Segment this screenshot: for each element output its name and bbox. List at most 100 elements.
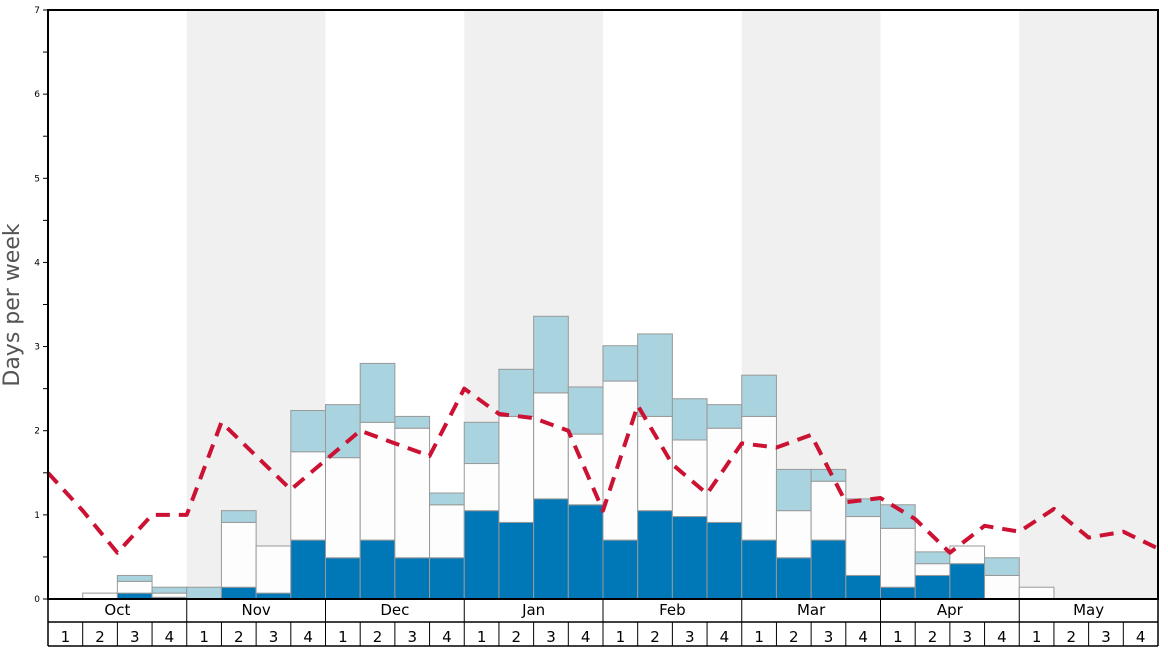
bar-middle-week-19 <box>671 439 708 518</box>
y-tick-label: 2 <box>34 427 40 437</box>
week-label: 2 <box>95 628 105 646</box>
bar-middle-week-6 <box>220 521 257 588</box>
bar-top-week-22 <box>775 468 812 512</box>
bar-bottom-week-13 <box>463 510 500 600</box>
week-label: 3 <box>1101 628 1111 646</box>
average-line <box>46 386 1159 555</box>
y-tick-label: 4 <box>34 258 40 268</box>
y-axis-label: Days per week <box>0 223 25 386</box>
bar-bottom-week-26 <box>914 574 951 600</box>
plot-frame <box>47 9 1159 600</box>
bar-middle-week-9 <box>325 457 361 559</box>
week-label: 1 <box>477 628 487 646</box>
week-label: 4 <box>1136 628 1146 646</box>
bar-middle-week-20 <box>706 427 743 523</box>
bar-bottom-week-10 <box>359 539 396 600</box>
y-axis: 0 1 2 3 4 5 6 7 <box>34 6 48 605</box>
y-tick-label: 7 <box>34 6 40 16</box>
week-label: 3 <box>546 628 556 646</box>
bar-bottom-week-23 <box>810 539 847 600</box>
week-label: 4 <box>303 628 313 646</box>
week-label: 1 <box>616 628 626 646</box>
week-label: 4 <box>858 628 868 646</box>
week-label: 2 <box>789 628 799 646</box>
bar-bottom-week-18 <box>637 510 673 600</box>
bar-bottom-week-25 <box>880 586 916 600</box>
bar-top-week-8 <box>290 410 326 453</box>
bar-top-week-6 <box>220 510 257 523</box>
month-label-may: May <box>1073 601 1104 619</box>
week-label: 4 <box>997 628 1007 646</box>
bar-bottom-week-27 <box>949 563 986 600</box>
bar-top-week-14 <box>498 368 535 417</box>
week-label: 3 <box>130 628 140 646</box>
bar-middle-week-3 <box>116 580 153 594</box>
week-label: 2 <box>928 628 938 646</box>
bar-middle-week-29 <box>1018 586 1055 600</box>
bar-top-week-12 <box>429 492 465 506</box>
bar-top-week-11 <box>394 415 431 429</box>
week-label: 2 <box>512 628 522 646</box>
week-label: 1 <box>754 628 764 646</box>
week-label: 2 <box>234 628 244 646</box>
week-label: 3 <box>269 628 279 646</box>
month-label-jan: Jan <box>521 601 545 619</box>
bar-middle-week-18 <box>637 415 673 512</box>
bar-bottom-week-12 <box>429 557 465 600</box>
bar-middle-week-13 <box>463 463 500 512</box>
bar-middle-week-28 <box>984 574 1020 600</box>
x-axis: Oct Nov Dec Jan Feb Mar Apr May 1 2 3 4 1 2 3 4 1 2 3 4 1 2 3 4… <box>47 599 1159 647</box>
y-tick-label: 6 <box>34 90 40 100</box>
week-label: 3 <box>824 628 834 646</box>
week-label: 4 <box>581 628 591 646</box>
bar-middle-week-12 <box>429 504 465 559</box>
y-tick-label: 3 <box>34 343 40 353</box>
week-label: 1 <box>893 628 903 646</box>
bar-top-week-3 <box>116 574 153 582</box>
bar-bottom-week-14 <box>498 521 535 600</box>
week-label: 4 <box>442 628 452 646</box>
bar-top-week-28 <box>984 557 1020 576</box>
bar-bottom-week-21 <box>741 539 777 600</box>
bar-middle-week-15 <box>533 392 569 500</box>
bar-top-week-25 <box>880 504 916 529</box>
bar-bottom-week-6 <box>220 586 257 600</box>
week-label: 1 <box>61 628 71 646</box>
week-label: 3 <box>962 628 972 646</box>
month-label-mar: Mar <box>797 601 826 619</box>
bar-top-week-19 <box>671 398 708 441</box>
bar-top-week-18 <box>637 333 673 417</box>
month-shading <box>186 10 1158 599</box>
bar-middle-week-4 <box>151 592 188 598</box>
bar-top-week-13 <box>463 421 500 465</box>
week-label: 4 <box>720 628 730 646</box>
bar-middle-week-27 <box>949 545 986 565</box>
bar-middle-week-25 <box>880 527 916 588</box>
week-label: 3 <box>407 628 417 646</box>
week-label: 1 <box>1032 628 1042 646</box>
week-label: 2 <box>1067 628 1077 646</box>
bar-middle-week-24 <box>845 516 881 576</box>
bar-top-week-15 <box>533 315 569 394</box>
y-tick-label: 1 <box>34 511 40 521</box>
bar-middle-week-7 <box>255 545 292 594</box>
bar-middle-week-21 <box>741 415 777 541</box>
week-label: 3 <box>685 628 695 646</box>
month-label-dec: Dec <box>380 601 409 619</box>
month-shade-may <box>1019 10 1158 599</box>
week-label: 1 <box>199 628 209 646</box>
bar-bottom-week-19 <box>671 516 708 600</box>
bar-bottom-week-8 <box>290 539 326 600</box>
bar-bottom-week-15 <box>533 498 569 600</box>
average-line-layer <box>46 386 1159 555</box>
month-label-feb: Feb <box>659 601 686 619</box>
bar-top-week-26 <box>914 551 951 565</box>
bar-top-week-20 <box>706 404 743 429</box>
bar-top-week-16 <box>567 386 604 435</box>
bar-bottom-week-17 <box>602 539 639 600</box>
bar-bottom-week-16 <box>567 504 604 600</box>
bar-bottom-week-20 <box>706 521 743 600</box>
bar-top-week-9 <box>325 404 361 459</box>
month-label-apr: Apr <box>937 601 964 619</box>
